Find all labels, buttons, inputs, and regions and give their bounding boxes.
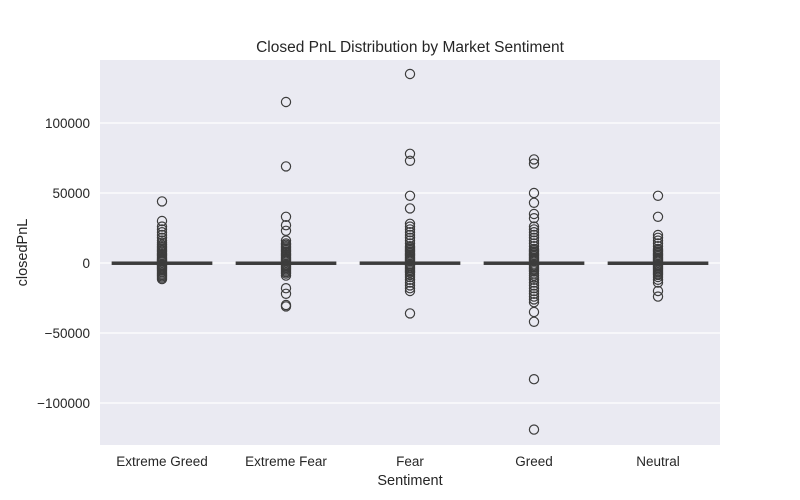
y-tick-label: 100000: [45, 116, 90, 131]
outlier-point: [528, 291, 540, 302]
outlier-point: [404, 221, 416, 232]
box-neutral: [607, 190, 709, 302]
box-greed: [483, 154, 585, 435]
outlier-point: [156, 226, 168, 238]
outlier-point: [528, 226, 540, 238]
outlier-point: [404, 68, 416, 80]
outlier-point: [528, 232, 540, 243]
outlier-point: [528, 187, 540, 199]
outlier-point: [652, 229, 664, 241]
outlier-point: [528, 316, 540, 327]
outlier-point: [280, 211, 292, 222]
outlier-point: [404, 285, 416, 297]
y-tick-label: −100000: [37, 396, 90, 411]
outlier-point: [528, 283, 540, 294]
outlier-point: [652, 271, 664, 283]
outlier-point: [528, 288, 540, 299]
outlier-point: [404, 229, 416, 241]
outlier-point: [652, 190, 664, 201]
outlier-point: [156, 229, 168, 241]
y-axis-ticks: −100000 −50000 0 50000 100000: [37, 116, 90, 411]
x-tick-label: Greed: [515, 454, 553, 469]
box-extreme-greed: [111, 196, 213, 285]
chart-title: Closed PnL Distribution by Market Sentim…: [256, 39, 565, 56]
outlier-point: [280, 225, 292, 236]
x-tick-label: Neutral: [636, 454, 680, 469]
outlier-point: [404, 238, 416, 249]
outlier-point: [528, 212, 540, 224]
outlier-point: [652, 238, 664, 249]
outlier-point: [528, 224, 540, 235]
x-tick-label: Fear: [396, 454, 424, 469]
outlier-point: [528, 240, 540, 252]
outlier-point: [280, 255, 292, 267]
outlier-point: [528, 374, 540, 385]
outlier-point: [280, 270, 292, 281]
outlier-point: [280, 283, 292, 294]
outlier-point: [280, 219, 292, 231]
outlier-point: [528, 197, 540, 208]
outlier-point: [280, 288, 292, 299]
outlier-point: [156, 196, 168, 207]
outlier-point: [404, 218, 416, 229]
outlier-point: [156, 224, 168, 235]
outlier-point: [156, 221, 168, 232]
outlier-point: [404, 308, 416, 319]
y-axis-label: closedPnL: [15, 219, 31, 287]
outlier-point: [528, 274, 540, 285]
outlier-point: [528, 229, 540, 241]
outlier-point: [404, 283, 416, 294]
outlier-point: [404, 190, 416, 201]
outlier-point: [280, 161, 292, 172]
outlier-point: [404, 280, 416, 291]
boxes: [111, 68, 709, 435]
outlier-point: [404, 226, 416, 238]
outlier-point: [528, 221, 540, 232]
outlier-point: [652, 255, 664, 267]
outlier-point: [404, 148, 416, 159]
outlier-point: [652, 285, 664, 297]
outlier-point: [528, 238, 540, 249]
outlier-point: [280, 301, 292, 312]
x-tick-label: Extreme Fear: [245, 454, 327, 469]
outlier-point: [404, 274, 416, 285]
box-fear: [359, 68, 461, 319]
box-extreme-fear: [235, 96, 337, 312]
outlier-point: [652, 240, 664, 252]
outlier-point: [156, 215, 168, 227]
outlier-point: [156, 273, 168, 285]
outlier-point: [404, 232, 416, 243]
x-axis-label: Sentiment: [377, 473, 442, 489]
outlier-point: [404, 203, 416, 214]
y-tick-label: 50000: [52, 186, 90, 201]
outlier-point: [156, 232, 168, 243]
outlier-point: [404, 277, 416, 288]
y-tick-label: −50000: [45, 326, 90, 341]
outlier-point: [528, 277, 540, 288]
outlier-point: [528, 208, 540, 220]
x-tick-label: Extreme Greed: [116, 454, 208, 469]
outlier-point: [652, 291, 664, 302]
outlier-point: [652, 211, 664, 222]
x-axis-ticks: Extreme Greed Extreme Fear Fear Greed Neutra…: [116, 454, 680, 469]
outlier-point: [528, 424, 540, 435]
outlier-point: [404, 271, 416, 283]
outlier-point: [652, 277, 664, 288]
y-tick-label: 0: [82, 256, 90, 271]
outlier-point: [652, 274, 664, 285]
outlier-point: [528, 158, 540, 169]
outlier-point: [528, 280, 540, 291]
outlier-point: [280, 96, 292, 108]
outlier-point: [528, 285, 540, 297]
outlier-point: [404, 224, 416, 235]
outlier-point: [528, 294, 540, 305]
outlier-point: [528, 154, 540, 165]
outlier-point: [404, 155, 416, 166]
outlier-point: [652, 232, 664, 243]
